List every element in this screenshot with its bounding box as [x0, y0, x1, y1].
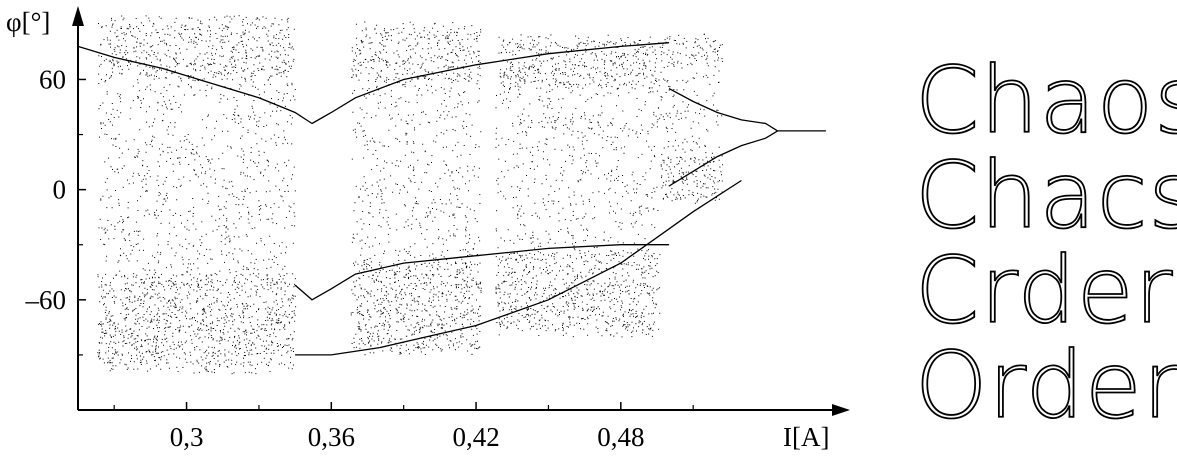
x-tick-label: 0,3 [170, 422, 204, 452]
annotation-word-crder: Crder [915, 237, 1173, 344]
branch-6 [668, 130, 778, 187]
chaos-band-2 [350, 21, 482, 356]
annotation-word-chaos: Chaos [915, 47, 1177, 154]
y-tick-label: –60 [25, 285, 67, 315]
y-tick-label: 60 [39, 64, 66, 94]
annotation-words: Chaos Chacs Crder Order [914, 46, 1177, 440]
branch-1 [77, 45, 313, 125]
y-axis-title: φ[°] [6, 7, 50, 37]
branch-5 [668, 88, 778, 132]
chaos-point-cloud [97, 15, 724, 375]
x-tick-label: 0,48 [597, 422, 644, 452]
y-tick-label: 0 [53, 175, 67, 205]
y-axis-arrow [72, 6, 84, 26]
annotation-word-chacs: Chacs [915, 142, 1177, 249]
chaos-band-1 [97, 15, 297, 375]
branch-2 [311, 42, 670, 125]
branch-4 [295, 179, 742, 356]
x-axis-arrow [832, 404, 850, 416]
annotation-word-order: Order [915, 332, 1177, 439]
x-tick-label: 0,36 [308, 422, 355, 452]
branch-3 [294, 244, 670, 301]
chaos-band-4 [659, 33, 724, 204]
x-tick-label: 0,42 [452, 422, 499, 452]
chaos-band-3 [495, 34, 661, 338]
axis-ticks: 0,3 0,36 0,42 0,48 –60 0 60 [25, 23, 694, 452]
periodic-branches [77, 42, 826, 356]
x-axis-title: I[A] [783, 422, 829, 452]
